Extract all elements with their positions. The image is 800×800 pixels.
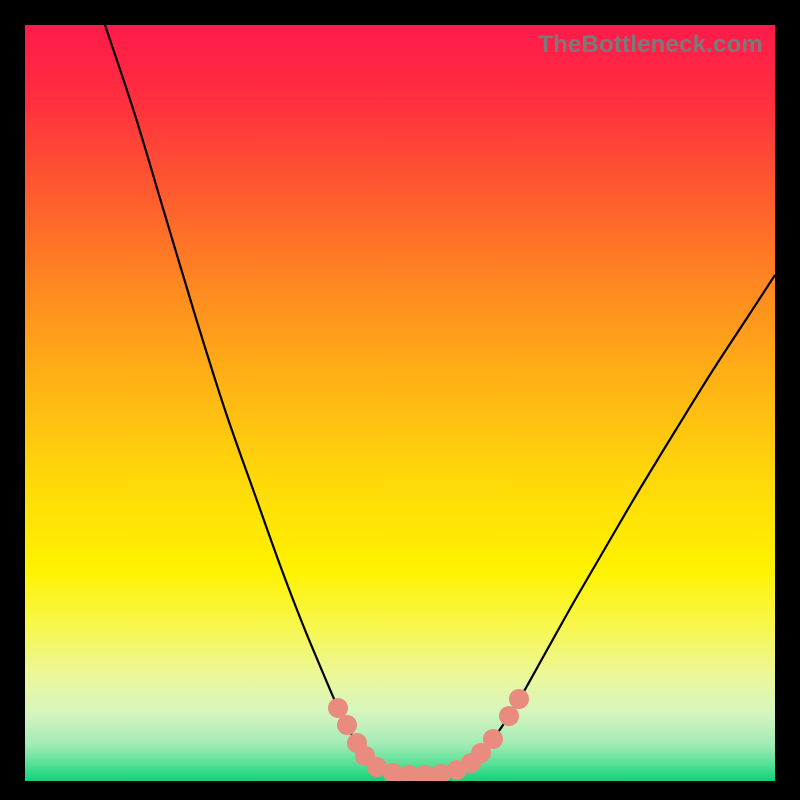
highlight-dot (483, 729, 503, 749)
frame-bottom (0, 781, 800, 800)
highlight-dot (337, 715, 357, 735)
frame-left (0, 0, 25, 800)
watermark-text: TheBottleneck.com (538, 31, 763, 59)
curve-layer (25, 25, 775, 781)
highlight-dots (328, 689, 529, 781)
bottleneck-curve (105, 25, 775, 775)
highlight-dot (509, 689, 529, 709)
highlight-dot (499, 706, 519, 726)
frame-right (775, 0, 800, 800)
frame-top (0, 0, 800, 25)
plot-area: TheBottleneck.com (25, 25, 775, 781)
highlight-dot (328, 698, 348, 718)
